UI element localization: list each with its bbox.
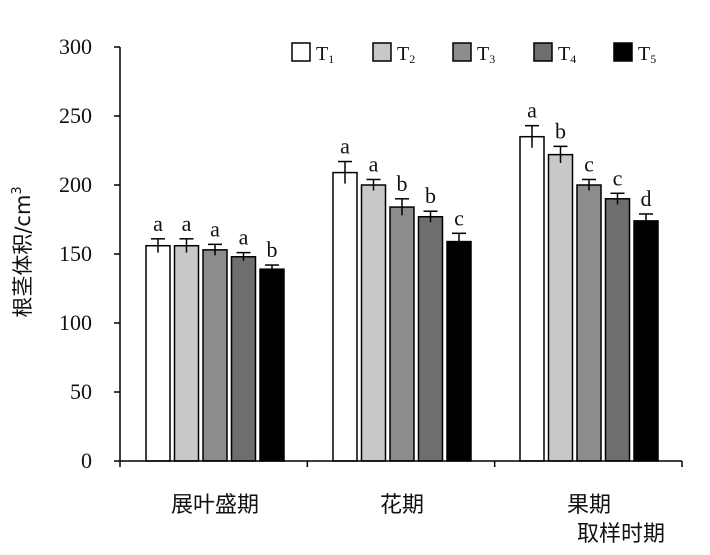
y-tick-label: 200	[59, 172, 92, 197]
legend-label-t4: T4	[558, 43, 576, 66]
y-axis-label-main: 根茎体积/cm	[11, 195, 35, 318]
significance-label: a	[153, 211, 163, 236]
significance-label: b	[397, 171, 408, 196]
bar-t3-1	[202, 249, 228, 462]
y-tick-label: 300	[59, 34, 92, 59]
legend-label-t2: T2	[397, 43, 415, 66]
legend-swatch-t3	[452, 42, 472, 62]
bar-t1-1	[145, 244, 171, 462]
significance-label: b	[555, 118, 566, 143]
bar-t5-3	[633, 220, 659, 462]
legend-swatch-t4	[533, 42, 553, 62]
significance-label: c	[454, 205, 464, 230]
bar-t4-3	[604, 198, 631, 462]
y-tick-label: 250	[59, 103, 92, 128]
bar-t2-3	[547, 153, 574, 462]
significance-label: a	[210, 216, 220, 241]
legend: T1 T2 T3 T4 T5	[291, 42, 656, 66]
legend-swatch-t1	[291, 42, 311, 62]
y-tick-label: 0	[81, 448, 92, 473]
bar-t3-2	[389, 206, 415, 462]
bar-t5-1	[259, 268, 285, 462]
x-tick-label: 花期	[380, 493, 424, 518]
bar-t2-1	[173, 244, 200, 462]
x-tick-label: 果期	[567, 493, 611, 518]
y-axis-label: 根茎体积/cm3	[10, 186, 35, 317]
x-tick-label: 展叶盛期	[171, 493, 259, 518]
significance-label: b	[267, 237, 278, 262]
y-tick-label: 100	[59, 310, 92, 335]
significance-label: a	[369, 151, 379, 176]
x-axis-label: 取样时期	[577, 522, 665, 547]
bar-t4-1	[230, 256, 257, 462]
y-axis-label-superscript: 3	[10, 186, 25, 194]
legend-label-t3: T3	[477, 43, 495, 66]
significance-label: c	[613, 165, 623, 190]
significance-label: a	[527, 98, 537, 123]
bar-t3-3	[576, 184, 602, 462]
y-tick-label: 150	[59, 241, 92, 266]
bar-t4-2	[417, 215, 444, 462]
legend-label-t5: T5	[638, 43, 656, 66]
significance-label: a	[340, 134, 350, 159]
significance-label: b	[425, 183, 436, 208]
legend-swatch-t5	[613, 42, 633, 62]
legend-label-t1: T1	[316, 43, 334, 66]
y-tick-label: 50	[70, 379, 92, 404]
bar-t2-2	[360, 184, 387, 462]
axes-layer: 0 50 100 150 200 250 300 展叶盛期 花期 果期	[59, 34, 683, 518]
bar-t5-2	[446, 240, 472, 462]
bar-t1-3	[519, 135, 545, 462]
significance-label: a	[182, 211, 192, 236]
significance-label: d	[641, 186, 652, 211]
legend-swatch-t2	[372, 42, 392, 62]
significance-label: a	[239, 225, 249, 250]
bar-t1-2	[332, 171, 358, 462]
significance-label: c	[584, 151, 594, 176]
